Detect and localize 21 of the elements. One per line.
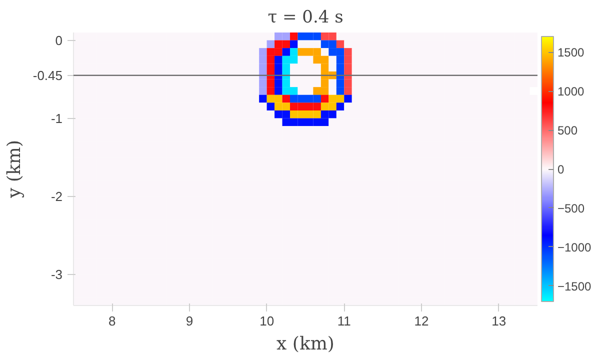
color-bar-label: −1000	[558, 240, 592, 254]
x-tick-label: 13	[492, 314, 506, 328]
x-tick-label: 12	[414, 314, 429, 328]
x-axis-title: x (km)	[276, 334, 334, 354]
x-tick-label: 10	[260, 314, 274, 328]
y-tick-label: -3	[50, 266, 63, 282]
y-axis-title: y (km)	[4, 140, 25, 199]
color-bar-label: 0	[558, 162, 564, 176]
chart-title: τ = 0.4 s	[268, 8, 344, 28]
x-tick-label: 11	[337, 314, 351, 328]
x-tick-label: 8	[108, 314, 116, 328]
y-tick-label: -2	[50, 188, 63, 204]
color-bar-label: 1500	[558, 46, 585, 60]
y-tick-label: -1	[50, 110, 63, 126]
y-tick-label: -0.45	[32, 68, 63, 83]
color-bar-label: −1500	[558, 279, 592, 294]
y-tick-label: 0	[55, 32, 63, 48]
color-bar-label: −500	[558, 201, 585, 216]
color-bar-label: 500	[558, 124, 578, 138]
color-bar-label: 1000	[558, 84, 585, 99]
x-tick-label: 9	[186, 314, 194, 328]
